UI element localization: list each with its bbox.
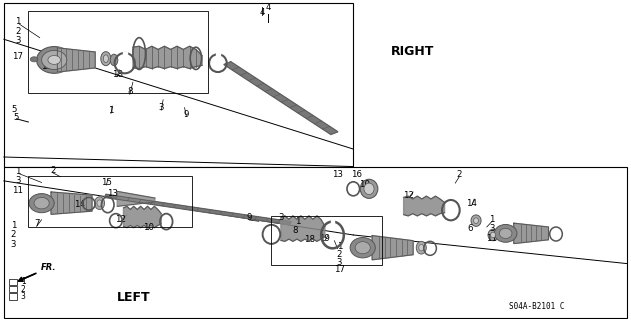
Polygon shape bbox=[123, 52, 127, 54]
Ellipse shape bbox=[34, 197, 49, 209]
Text: 3: 3 bbox=[15, 176, 20, 185]
Bar bbox=[271, 216, 382, 265]
Text: 11: 11 bbox=[487, 234, 497, 243]
Polygon shape bbox=[57, 48, 95, 72]
Polygon shape bbox=[124, 206, 162, 228]
Polygon shape bbox=[133, 46, 202, 68]
Ellipse shape bbox=[30, 57, 38, 62]
Bar bbox=[9, 286, 17, 292]
Text: 19: 19 bbox=[41, 62, 52, 71]
Ellipse shape bbox=[364, 183, 374, 195]
Ellipse shape bbox=[95, 197, 105, 210]
Text: 12: 12 bbox=[115, 215, 126, 224]
Text: 1: 1 bbox=[337, 242, 342, 251]
Text: 1: 1 bbox=[108, 106, 114, 116]
Text: 1: 1 bbox=[21, 277, 26, 286]
Polygon shape bbox=[514, 223, 548, 244]
Text: 6: 6 bbox=[467, 224, 473, 233]
Ellipse shape bbox=[48, 55, 61, 64]
Text: 3: 3 bbox=[158, 103, 164, 112]
Text: 1: 1 bbox=[11, 221, 16, 230]
Text: 2: 2 bbox=[21, 284, 26, 293]
Polygon shape bbox=[224, 62, 338, 134]
Ellipse shape bbox=[42, 50, 67, 69]
Text: 1: 1 bbox=[15, 167, 20, 176]
Text: 2: 2 bbox=[15, 27, 20, 36]
Ellipse shape bbox=[360, 179, 378, 198]
Text: S04A-B2101 C: S04A-B2101 C bbox=[509, 302, 564, 311]
Text: 3: 3 bbox=[337, 258, 342, 267]
Text: LEFT: LEFT bbox=[117, 291, 151, 304]
Polygon shape bbox=[216, 53, 220, 55]
Ellipse shape bbox=[499, 228, 512, 238]
Bar bbox=[28, 11, 208, 93]
Text: 2: 2 bbox=[456, 170, 462, 179]
Text: 9: 9 bbox=[184, 109, 189, 118]
Ellipse shape bbox=[97, 200, 102, 206]
Text: 2: 2 bbox=[50, 166, 56, 175]
Text: 7: 7 bbox=[34, 219, 39, 228]
Text: 1: 1 bbox=[295, 217, 300, 226]
Bar bbox=[9, 279, 17, 285]
Bar bbox=[28, 176, 192, 227]
Polygon shape bbox=[104, 194, 291, 225]
Text: 2: 2 bbox=[337, 250, 342, 259]
Text: 5: 5 bbox=[14, 113, 19, 122]
Text: 17: 17 bbox=[334, 266, 345, 275]
Polygon shape bbox=[331, 220, 334, 223]
Text: 9: 9 bbox=[247, 213, 252, 222]
Ellipse shape bbox=[103, 55, 109, 62]
Bar bbox=[9, 293, 17, 300]
Ellipse shape bbox=[29, 194, 54, 213]
Ellipse shape bbox=[101, 52, 111, 66]
Polygon shape bbox=[404, 196, 445, 216]
Text: 1: 1 bbox=[489, 215, 495, 224]
Ellipse shape bbox=[490, 232, 495, 238]
Text: 3: 3 bbox=[15, 36, 20, 45]
Ellipse shape bbox=[494, 224, 517, 242]
Text: 1: 1 bbox=[15, 17, 20, 26]
Text: 10: 10 bbox=[143, 222, 154, 231]
Text: 2: 2 bbox=[11, 230, 16, 239]
Text: 12: 12 bbox=[403, 191, 414, 200]
Polygon shape bbox=[117, 191, 155, 206]
Text: 18: 18 bbox=[112, 70, 122, 79]
Text: 13: 13 bbox=[332, 170, 343, 179]
Text: 3: 3 bbox=[489, 224, 495, 233]
Ellipse shape bbox=[416, 241, 427, 254]
Text: 14: 14 bbox=[74, 200, 85, 209]
Polygon shape bbox=[51, 192, 92, 214]
Bar bbox=[4, 166, 627, 318]
Polygon shape bbox=[281, 216, 325, 241]
Text: 11: 11 bbox=[12, 186, 23, 195]
Text: 4: 4 bbox=[259, 8, 265, 17]
Text: 3: 3 bbox=[21, 292, 26, 301]
Text: 4: 4 bbox=[266, 3, 271, 12]
Text: 10: 10 bbox=[359, 180, 370, 188]
Text: 8: 8 bbox=[127, 87, 133, 96]
Text: 16: 16 bbox=[351, 170, 362, 179]
Ellipse shape bbox=[350, 237, 375, 258]
Text: 14: 14 bbox=[466, 199, 477, 208]
Ellipse shape bbox=[473, 218, 478, 223]
Ellipse shape bbox=[419, 244, 424, 251]
Ellipse shape bbox=[488, 229, 498, 241]
Text: 15: 15 bbox=[101, 178, 112, 187]
Text: 5: 5 bbox=[12, 105, 17, 114]
Ellipse shape bbox=[471, 215, 481, 226]
Polygon shape bbox=[372, 236, 413, 260]
Bar bbox=[4, 3, 353, 166]
Text: 19: 19 bbox=[319, 234, 331, 243]
Ellipse shape bbox=[110, 54, 118, 66]
Text: 17: 17 bbox=[12, 52, 23, 61]
Text: 18: 18 bbox=[304, 235, 315, 244]
Text: 8: 8 bbox=[293, 226, 298, 235]
Text: 13: 13 bbox=[107, 189, 118, 198]
Ellipse shape bbox=[355, 242, 370, 254]
Text: RIGHT: RIGHT bbox=[391, 45, 434, 59]
Text: 3: 3 bbox=[278, 213, 283, 222]
Ellipse shape bbox=[37, 47, 72, 73]
Text: FR.: FR. bbox=[40, 263, 56, 272]
Text: 3: 3 bbox=[11, 240, 16, 249]
